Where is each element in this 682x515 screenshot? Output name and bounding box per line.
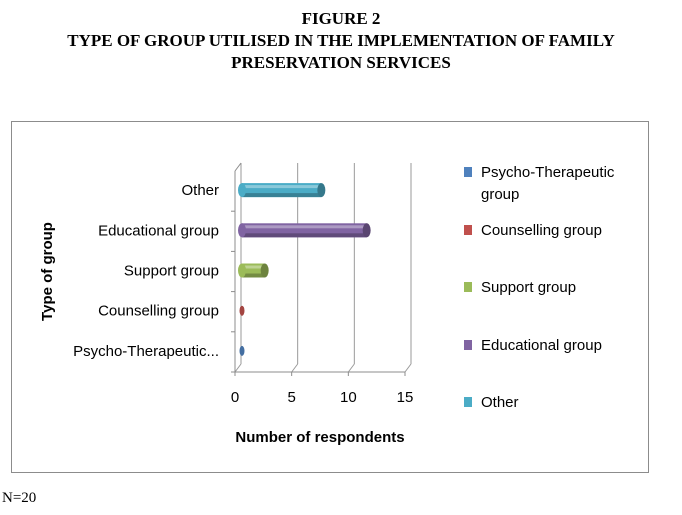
legend-swatch bbox=[464, 397, 472, 407]
bar-start-cap bbox=[238, 263, 246, 278]
bar-counselling-group bbox=[239, 305, 245, 316]
chart-container: 0 5 10 15 Psycho-Therapeutic... Counselling g… bbox=[11, 121, 649, 473]
bar-highlight bbox=[242, 225, 367, 229]
bar-start-cap bbox=[238, 223, 246, 238]
y-tick-label: Psycho-Therapeutic... bbox=[73, 343, 219, 360]
legend-label: group bbox=[481, 186, 519, 203]
sample-size-note: N=20 bbox=[2, 490, 37, 506]
x-tick-label: 0 bbox=[231, 389, 239, 406]
figure-title-line-1: TYPE OF GROUP UTILISED IN THE IMPLEMENTA… bbox=[67, 31, 615, 50]
bar-shadow bbox=[242, 233, 367, 238]
x-tick-label: 15 bbox=[397, 389, 414, 406]
y-axis-title: Type of group bbox=[39, 222, 56, 321]
bar-shadow bbox=[242, 273, 265, 278]
legend-label: Educational group bbox=[481, 337, 602, 354]
figure-number: FIGURE 2 bbox=[301, 9, 381, 28]
legend-label: Counselling group bbox=[481, 222, 602, 239]
gridline-floor bbox=[291, 363, 299, 373]
bar-highlight bbox=[242, 185, 322, 189]
bar-chart: 0 5 10 15 Psycho-Therapeutic... Counselling g… bbox=[39, 162, 615, 446]
legend-label: Other bbox=[481, 394, 519, 411]
bar-highlight bbox=[242, 265, 265, 269]
bar-shadow bbox=[242, 193, 322, 198]
gridline-floor bbox=[347, 363, 355, 373]
x-tick-label: 5 bbox=[287, 389, 295, 406]
y-tick-label: Counselling group bbox=[98, 303, 219, 320]
legend-swatch bbox=[464, 282, 472, 292]
y-tick-label: Support group bbox=[124, 263, 219, 280]
y-tick-label: Other bbox=[181, 182, 219, 199]
figure-title-line-2: PRESERVATION SERVICES bbox=[231, 53, 451, 72]
bar-end-cap bbox=[260, 263, 269, 278]
gridline-floor bbox=[234, 363, 242, 373]
bar-psycho-therapeutic-group bbox=[239, 345, 245, 356]
gridline-floor bbox=[404, 363, 412, 373]
x-axis-title: Number of respondents bbox=[235, 429, 404, 446]
legend-label: Support group bbox=[481, 279, 576, 296]
bar-end-cap bbox=[362, 223, 371, 238]
legend-label: Psycho-Therapeutic bbox=[481, 164, 615, 181]
figure-title: FIGURE 2 TYPE OF GROUP UTILISED IN THE I… bbox=[0, 8, 682, 74]
y-tick-label: Educational group bbox=[98, 222, 219, 239]
y-axis-wall-top bbox=[234, 162, 242, 172]
legend-swatch bbox=[464, 167, 472, 177]
bar-end-cap bbox=[317, 183, 326, 198]
x-tick-label: 10 bbox=[340, 389, 357, 406]
legend-swatch bbox=[464, 340, 472, 350]
legend-swatch bbox=[464, 225, 472, 235]
bar-start-cap bbox=[238, 183, 246, 198]
